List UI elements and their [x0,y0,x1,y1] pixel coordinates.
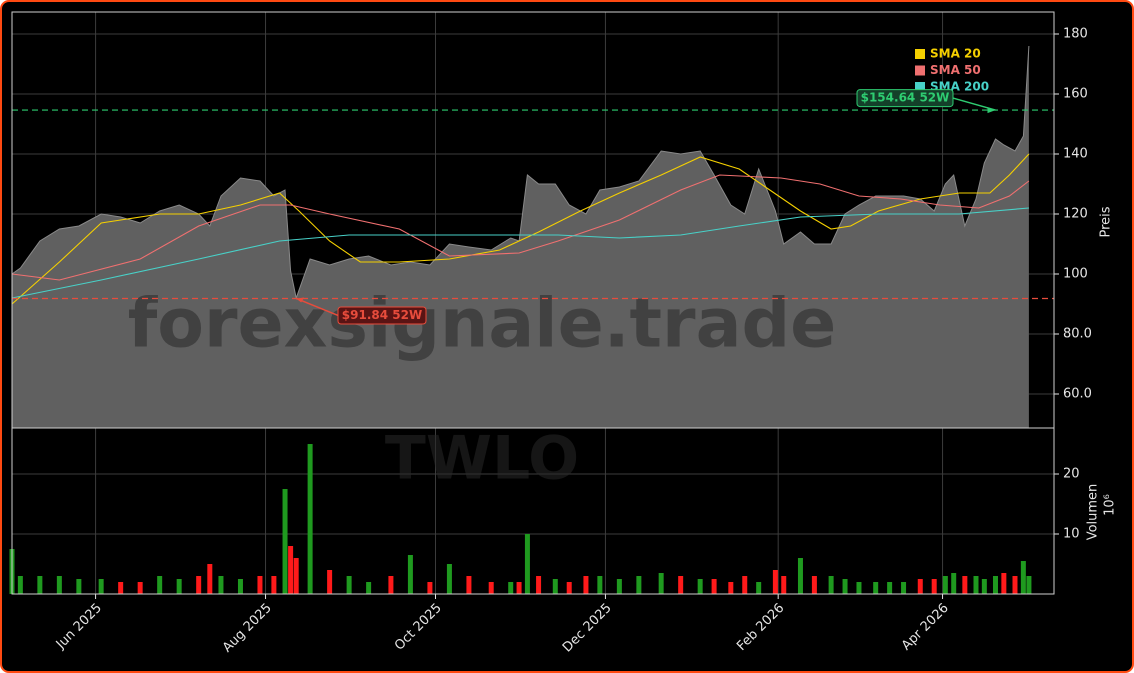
y-tick-label: 140 [1063,146,1088,161]
legend-swatch [915,82,925,92]
volume-bar [327,570,333,594]
volume-bar [772,570,778,594]
y-axis-label: Volumen [1086,484,1101,541]
volume-bar [76,579,82,594]
volume-bar [992,576,998,594]
volume-bar [157,576,163,594]
volume-bar [288,546,294,594]
volume-bar [427,582,433,594]
volume-bar [931,579,937,594]
y-tick-label: 80.0 [1063,327,1092,342]
volume-bar [781,576,787,594]
annotation-label: $154.64 52W [861,91,950,105]
volume-bar [446,564,452,594]
volume-bar [1026,576,1032,594]
volume-bar [237,579,243,594]
volume-bar [293,558,299,594]
volume-bar [98,579,104,594]
volume-bar [196,576,202,594]
arrow-head [987,107,996,114]
volume-bar [137,582,143,594]
volume-bar [981,579,987,594]
volume-bar [207,564,213,594]
volume-bar [728,582,734,594]
legend-swatch [915,49,925,59]
volume-bar [257,576,263,594]
legend-label: SMA 50 [930,63,981,77]
volume-bar [388,576,394,594]
volume-bar [346,576,352,594]
y-axis-label: Preis [1099,206,1114,237]
annotation-box [856,89,954,108]
volume-bar [1001,573,1007,594]
volume-bar [1012,576,1018,594]
volume-bar [407,555,413,594]
volume-bar [118,582,124,594]
volume-bar [307,444,313,594]
volume-bar [366,582,372,594]
volume-bar [508,582,514,594]
watermark: TWLO [385,424,579,494]
y-tick-label: 60.0 [1063,387,1092,402]
volume-bar [1020,561,1026,594]
volume-bar [536,576,542,594]
y-tick-label: 120 [1063,206,1088,221]
volume-bar [887,582,893,594]
volume-bar [636,576,642,594]
volume-bar [873,582,879,594]
annotation-arrow [295,297,339,317]
volume-bar [828,576,834,594]
y-tick-label: 20 [1063,467,1080,482]
legend-label: SMA 20 [930,47,981,61]
sma-line [11,207,1029,299]
volume-bar [697,579,703,594]
y-tick-label: 160 [1063,86,1088,101]
volume-bar [711,579,717,594]
legend-swatch [915,65,925,76]
volume-bar [901,582,907,594]
volume-bar [552,579,558,594]
volume-bar [842,579,848,594]
volume-bar [917,579,923,594]
watermark: forexsignale.trade [128,285,837,364]
volume-bar [811,576,817,594]
volume-bar [566,582,572,594]
volume-bar [942,576,948,594]
volume-bar [962,576,968,594]
y-tick-label: 100 [1063,267,1088,282]
volume-bar [176,579,182,594]
panel-border [11,427,1055,595]
volume-bar [742,576,748,594]
volume-bar [271,576,277,594]
volume-bar [524,534,530,594]
volume-bar [282,489,288,594]
volume-bar [797,558,803,594]
annotation-label: $91.84 52W [342,308,422,322]
annotation-box [337,306,427,325]
volume-bar [37,576,43,594]
arrow-head [296,297,305,303]
volume-bar [756,582,762,594]
volume-bar [678,576,684,594]
volume-bar [516,582,522,594]
price-area [12,46,1029,428]
scale-label: 10⁶ [1103,494,1118,516]
volume-bar [973,576,979,594]
volume-bar [856,582,862,594]
y-tick-label: 180 [1063,26,1088,41]
volume-bar [466,576,472,594]
volume-bar [616,579,622,594]
sma-line [11,174,1030,281]
volume-bar [17,576,23,594]
volume-bar [56,576,62,594]
volume-bar [951,573,957,594]
volume-bar [658,573,664,594]
volume-bar [218,576,224,594]
y-tick-label: 10 [1063,527,1080,542]
volume-bar [488,582,494,594]
volume-bar [583,576,589,594]
volume-bar [597,576,603,594]
sma-line [11,153,1030,305]
